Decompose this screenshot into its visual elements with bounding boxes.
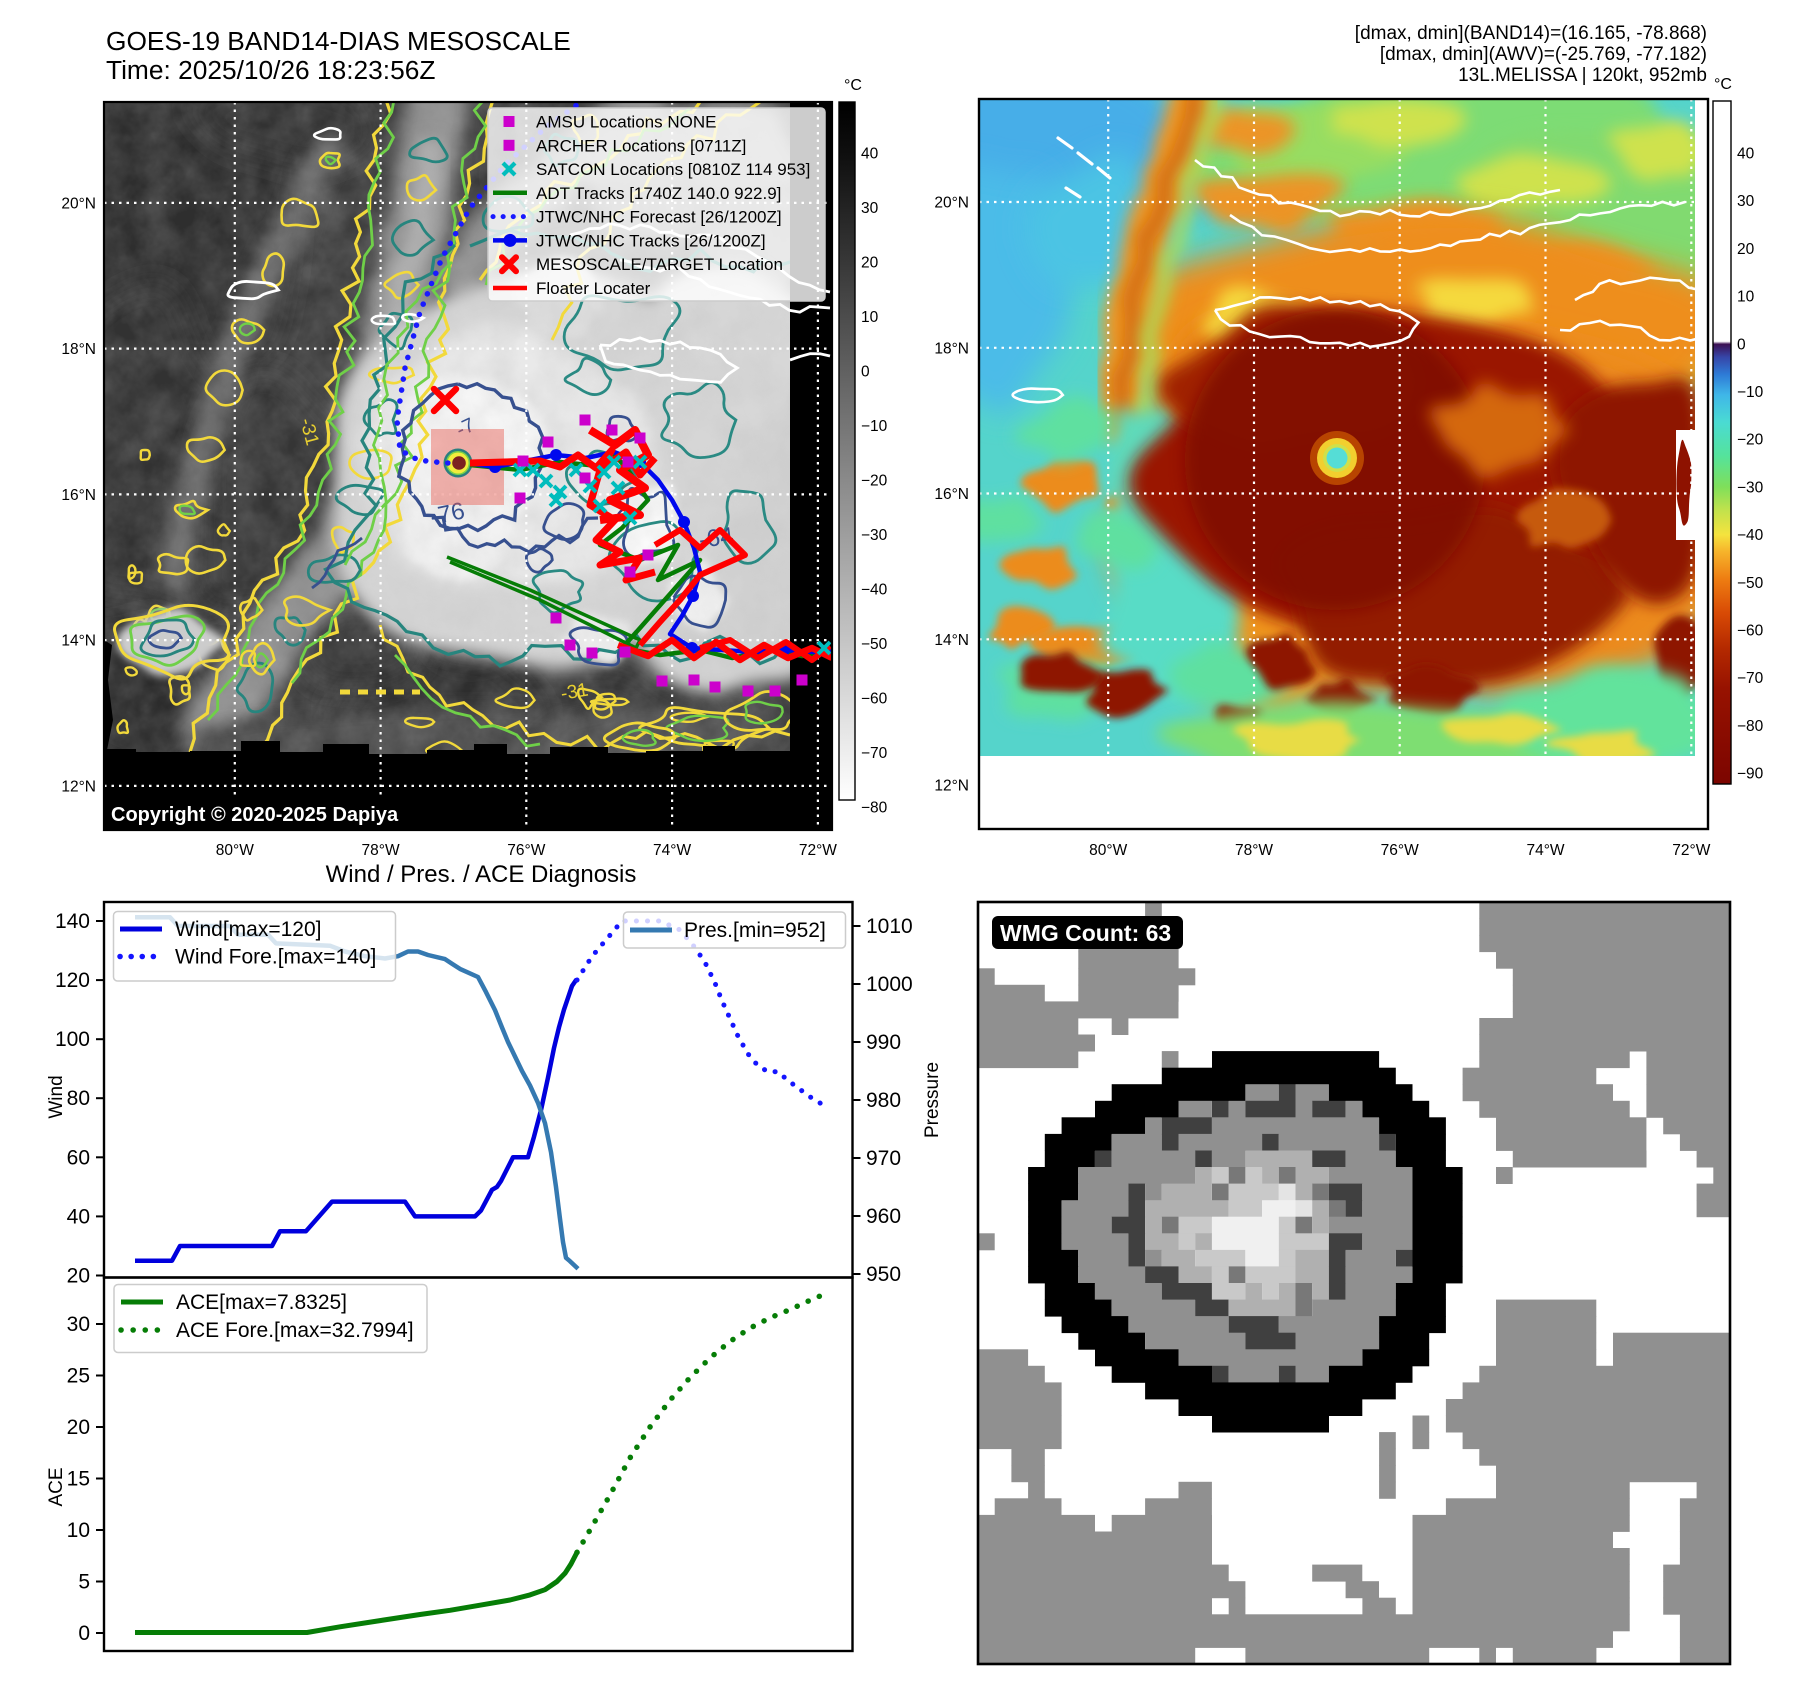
svg-text:60: 60 bbox=[67, 1146, 90, 1169]
svg-text:970: 970 bbox=[866, 1147, 901, 1170]
svg-text:−50: −50 bbox=[861, 636, 888, 653]
svg-text:5: 5 bbox=[78, 1571, 90, 1594]
svg-text:80°W: 80°W bbox=[1089, 842, 1127, 859]
svg-text:1010: 1010 bbox=[866, 915, 913, 938]
svg-text:72°W: 72°W bbox=[1672, 842, 1710, 859]
svg-text:74°W: 74°W bbox=[1526, 842, 1564, 859]
svg-text:ACE Fore.[max=32.7994]: ACE Fore.[max=32.7994] bbox=[176, 1319, 414, 1342]
svg-text:−80: −80 bbox=[861, 800, 888, 817]
svg-text:−10: −10 bbox=[861, 418, 888, 435]
svg-text:80°W: 80°W bbox=[216, 842, 254, 859]
svg-text:Wind[max=120]: Wind[max=120] bbox=[175, 918, 322, 941]
svg-text:0: 0 bbox=[78, 1622, 90, 1645]
svg-text:−40: −40 bbox=[1737, 527, 1764, 544]
svg-text:80: 80 bbox=[67, 1087, 90, 1110]
svg-text:30: 30 bbox=[1737, 193, 1755, 210]
svg-text:76°W: 76°W bbox=[507, 842, 545, 859]
svg-text:20: 20 bbox=[67, 1416, 90, 1439]
svg-text:40: 40 bbox=[1737, 146, 1755, 163]
svg-text:20: 20 bbox=[1737, 241, 1755, 258]
svg-text:25: 25 bbox=[67, 1365, 90, 1388]
svg-text:10: 10 bbox=[67, 1519, 90, 1542]
svg-text:20°N: 20°N bbox=[61, 195, 96, 212]
svg-text:−50: −50 bbox=[1737, 575, 1764, 592]
svg-text:72°W: 72°W bbox=[799, 842, 837, 859]
svg-text:1000: 1000 bbox=[866, 973, 913, 996]
svg-text:120: 120 bbox=[55, 969, 90, 992]
svg-text:ADT Tracks [1740Z 140.0 922.9]: ADT Tracks [1740Z 140.0 922.9] bbox=[536, 184, 781, 203]
svg-text:Floater Locater: Floater Locater bbox=[536, 279, 651, 298]
svg-text:74°W: 74°W bbox=[653, 842, 691, 859]
svg-text:−70: −70 bbox=[1737, 670, 1764, 687]
svg-text:JTWC/NHC Forecast [26/1200Z]: JTWC/NHC Forecast [26/1200Z] bbox=[536, 208, 782, 227]
svg-text:−20: −20 bbox=[861, 473, 888, 490]
svg-text:−10: −10 bbox=[1737, 384, 1764, 401]
svg-text:76°W: 76°W bbox=[1381, 842, 1419, 859]
svg-text:ARCHER Locations [0711Z]: ARCHER Locations [0711Z] bbox=[536, 136, 746, 155]
svg-text:Pressure: Pressure bbox=[922, 1062, 943, 1138]
svg-text:990: 990 bbox=[866, 1031, 901, 1054]
svg-text:14°N: 14°N bbox=[934, 632, 969, 649]
svg-text:[dmax, dmin](AWV)=(-25.769, -7: [dmax, dmin](AWV)=(-25.769, -77.182) bbox=[1380, 44, 1707, 65]
svg-text:18°N: 18°N bbox=[61, 341, 96, 358]
svg-text:ACE: ACE bbox=[46, 1467, 67, 1506]
svg-text:13L.MELISSA | 120kt, 952mb: 13L.MELISSA | 120kt, 952mb bbox=[1458, 65, 1707, 86]
svg-text:°C: °C bbox=[844, 77, 862, 94]
svg-text:18°N: 18°N bbox=[934, 340, 969, 357]
svg-text:°C: °C bbox=[1714, 76, 1732, 93]
svg-text:Wind: Wind bbox=[46, 1075, 67, 1118]
svg-text:-31: -31 bbox=[559, 679, 590, 704]
svg-text:40: 40 bbox=[861, 146, 879, 163]
svg-text:−60: −60 bbox=[1737, 623, 1764, 640]
svg-text:−90: −90 bbox=[1737, 766, 1764, 783]
svg-text:GOES-19 BAND14-DIAS MESOSCALE: GOES-19 BAND14-DIAS MESOSCALE bbox=[106, 26, 571, 56]
svg-text:Time: 2025/10/26 18:23:56Z: Time: 2025/10/26 18:23:56Z bbox=[106, 55, 435, 85]
svg-text:−60: −60 bbox=[861, 691, 888, 708]
svg-text:SATCON Locations [0810Z 114 95: SATCON Locations [0810Z 114 953] bbox=[536, 160, 810, 179]
svg-text:16°N: 16°N bbox=[61, 487, 96, 504]
svg-text:[dmax, dmin](BAND14)=(16.165,: [dmax, dmin](BAND14)=(16.165, -78.868) bbox=[1355, 23, 1707, 44]
svg-text:14°N: 14°N bbox=[61, 633, 96, 650]
svg-text:30: 30 bbox=[67, 1313, 90, 1336]
svg-text:Copyright © 2020-2025 Dapiya: Copyright © 2020-2025 Dapiya bbox=[111, 804, 399, 826]
svg-text:−30: −30 bbox=[1737, 479, 1764, 496]
svg-text:16°N: 16°N bbox=[934, 486, 969, 503]
svg-text:950: 950 bbox=[866, 1263, 901, 1286]
svg-text:Wind / Pres. / ACE Diagnosis: Wind / Pres. / ACE Diagnosis bbox=[326, 861, 637, 888]
svg-text:15: 15 bbox=[67, 1468, 90, 1491]
svg-text:140: 140 bbox=[55, 910, 90, 933]
svg-text:20°N: 20°N bbox=[934, 195, 969, 212]
svg-text:Pres.[min=952]: Pres.[min=952] bbox=[684, 919, 826, 942]
svg-text:20: 20 bbox=[861, 255, 879, 272]
svg-text:−80: −80 bbox=[1737, 718, 1764, 735]
svg-text:0: 0 bbox=[861, 364, 870, 381]
svg-text:AMSU Locations NONE: AMSU Locations NONE bbox=[536, 113, 716, 132]
svg-text:78°W: 78°W bbox=[1235, 842, 1273, 859]
svg-text:10: 10 bbox=[1737, 289, 1755, 306]
svg-text:MESOSCALE/TARGET Location: MESOSCALE/TARGET Location bbox=[536, 255, 783, 274]
svg-text:10: 10 bbox=[861, 309, 879, 326]
svg-text:20: 20 bbox=[67, 1265, 90, 1288]
svg-text:JTWC/NHC Tracks [26/1200Z]: JTWC/NHC Tracks [26/1200Z] bbox=[536, 231, 766, 250]
svg-text:−40: −40 bbox=[861, 582, 888, 599]
svg-text:980: 980 bbox=[866, 1089, 901, 1112]
svg-text:30: 30 bbox=[861, 200, 879, 217]
svg-text:Wind Fore.[max=140]: Wind Fore.[max=140] bbox=[175, 946, 376, 969]
svg-text:ACE[max=7.8325]: ACE[max=7.8325] bbox=[176, 1291, 347, 1314]
svg-text:0: 0 bbox=[1737, 336, 1746, 353]
svg-text:78°W: 78°W bbox=[362, 842, 400, 859]
svg-text:−20: −20 bbox=[1737, 432, 1764, 449]
svg-text:960: 960 bbox=[866, 1205, 901, 1228]
svg-text:12°N: 12°N bbox=[61, 778, 96, 795]
svg-text:−30: −30 bbox=[861, 527, 888, 544]
svg-text:100: 100 bbox=[55, 1028, 90, 1051]
svg-text:−70: −70 bbox=[861, 745, 888, 762]
svg-text:WMG Count: 63: WMG Count: 63 bbox=[1000, 920, 1171, 946]
svg-text:40: 40 bbox=[67, 1205, 90, 1228]
svg-text:12°N: 12°N bbox=[934, 778, 969, 795]
